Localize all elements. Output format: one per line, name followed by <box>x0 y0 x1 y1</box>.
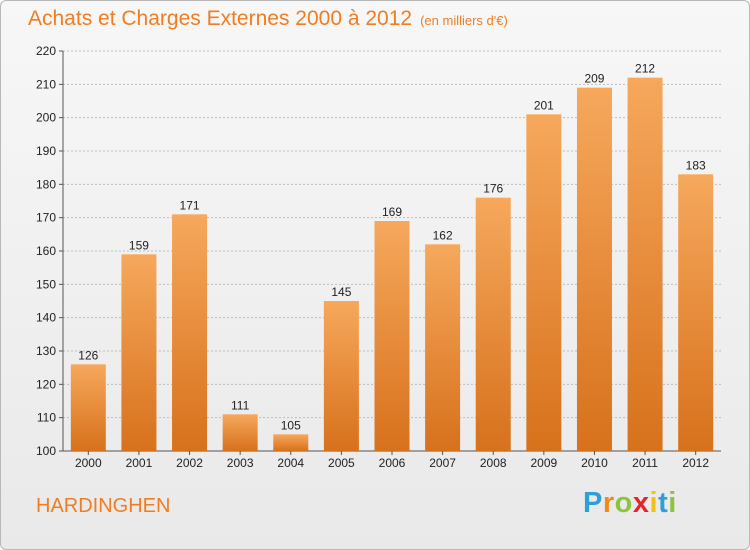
y-tick-label: 140 <box>36 311 56 325</box>
y-tick-label: 170 <box>36 211 56 225</box>
data-label: 176 <box>483 182 503 196</box>
bar <box>526 114 562 451</box>
data-label: 171 <box>180 198 200 212</box>
bar <box>475 197 511 451</box>
data-label: 126 <box>78 348 98 362</box>
y-tick-label: 120 <box>36 377 56 391</box>
y-tick-label: 100 <box>36 444 56 458</box>
y-tick-label: 220 <box>36 44 56 58</box>
data-label: 159 <box>129 238 149 252</box>
data-label: 169 <box>382 205 402 219</box>
logo-letter: i <box>649 487 659 519</box>
title-unit: (en milliers d'€) <box>420 13 508 28</box>
logo-letter: x <box>632 487 650 519</box>
bar <box>425 244 461 451</box>
x-tick-label: 2011 <box>632 456 658 470</box>
data-label: 162 <box>433 228 453 242</box>
y-tick-label: 200 <box>36 111 56 125</box>
x-tick-label: 2003 <box>227 456 254 470</box>
x-tick-label: 2012 <box>682 456 709 470</box>
chart-title: Achats et Charges Externes 2000 à 2012 (e… <box>28 7 508 31</box>
commune-name: HARDINGHEN <box>36 495 171 517</box>
x-tick-label: 2004 <box>277 456 304 470</box>
bar <box>576 87 612 452</box>
data-label: 201 <box>534 98 554 112</box>
bar <box>70 364 106 451</box>
bar <box>374 221 410 451</box>
bar <box>172 214 208 451</box>
data-label: 183 <box>686 158 706 172</box>
x-tick-label: 2000 <box>75 456 102 470</box>
logo-letter: t <box>658 487 669 519</box>
x-tick-label: 2007 <box>429 456 456 470</box>
logo-letter: P <box>583 487 603 519</box>
bar <box>222 414 258 451</box>
y-tick-label: 180 <box>36 177 56 191</box>
logo-letter: i <box>668 487 677 519</box>
y-tick-label: 130 <box>36 344 56 358</box>
y-tick-label: 210 <box>36 77 56 91</box>
bar <box>627 77 663 452</box>
x-tick-label: 2001 <box>126 456 153 470</box>
y-tick-label: 110 <box>37 411 56 425</box>
data-label: 209 <box>584 72 604 86</box>
x-tick-label: 2002 <box>176 456 203 470</box>
x-tick-label: 2008 <box>480 456 507 470</box>
bar <box>273 434 309 451</box>
logo-letter: r <box>602 487 615 519</box>
logo-letter: o <box>614 487 633 519</box>
bar <box>121 254 157 451</box>
y-tick-label: 150 <box>36 277 56 291</box>
proxiti-logo: Proxiti <box>583 487 677 520</box>
bar <box>678 174 714 452</box>
data-label: 212 <box>635 62 655 76</box>
data-label: 111 <box>231 398 250 412</box>
x-tick-label: 2006 <box>379 456 406 470</box>
y-tick-label: 160 <box>36 244 56 258</box>
data-label: 145 <box>331 285 351 299</box>
x-tick-label: 2009 <box>530 456 557 470</box>
data-label: 105 <box>281 418 301 432</box>
x-tick-label: 2005 <box>328 456 355 470</box>
y-tick-label: 190 <box>36 144 56 158</box>
title-text: Achats et Charges Externes 2000 à 2012 <box>28 7 413 30</box>
bar <box>323 301 359 451</box>
x-tick-label: 2010 <box>581 456 608 470</box>
